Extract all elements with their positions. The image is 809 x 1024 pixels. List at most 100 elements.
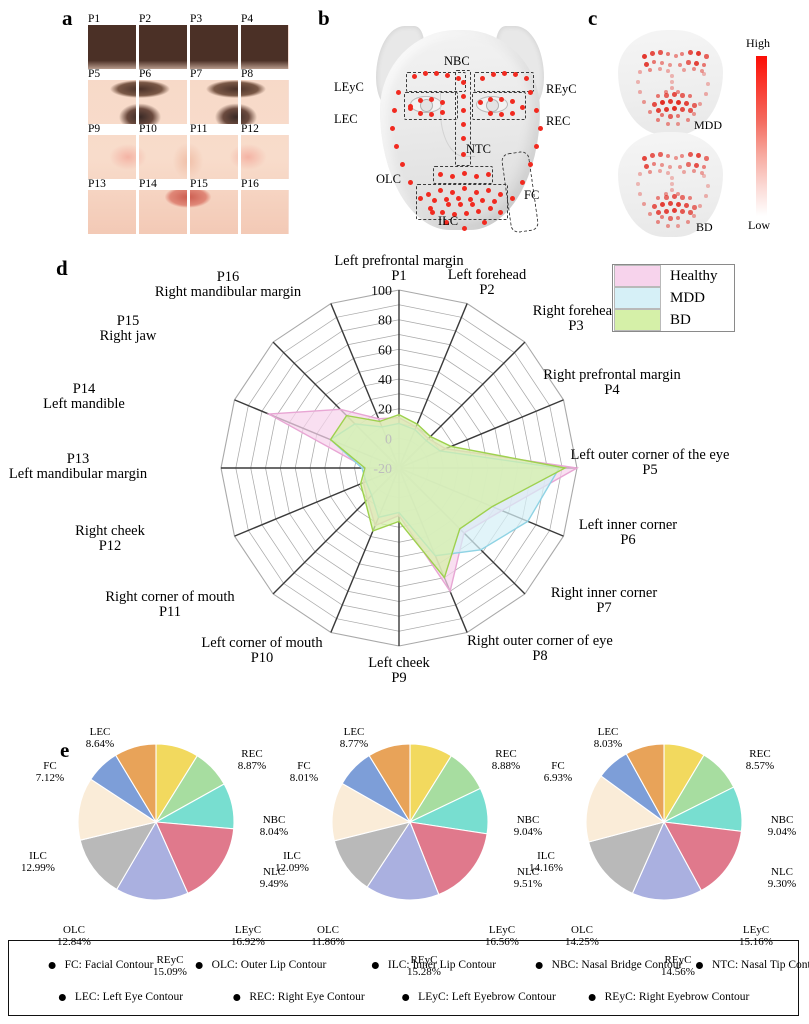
patch-label-P14: P14 [139, 178, 157, 190]
heat-dot [692, 67, 697, 72]
pie-label-value-NLC: 9.51% [513, 878, 543, 891]
pie-label-OLC: OLC 11.86% [292, 924, 364, 948]
radar-rtick-80: 80 [378, 314, 392, 329]
legend-swatch-healthy [614, 265, 661, 287]
region-label-ILC: ILC [438, 214, 459, 228]
landmark-dot [400, 162, 405, 167]
radar-axis-label-P3: Right forehead P3 [476, 304, 676, 334]
box-ntc [433, 166, 493, 184]
heat-dot [666, 171, 670, 175]
face-patch-P6 [139, 80, 187, 124]
heat-dot [666, 69, 670, 73]
radar-rtick-100: 100 [371, 284, 392, 299]
patch-image [241, 25, 288, 69]
face-patch-P3 [190, 25, 238, 69]
radar-axis-name-P5: Left outer corner of the eye [570, 447, 730, 463]
heat-dot [642, 202, 647, 207]
pie-label-value-ILC: 12.09% [275, 862, 309, 875]
landmark-dot [480, 198, 485, 203]
radar-axis-label-P11: Right corner of mouth P11 [60, 590, 280, 620]
radar-axis-code-P5: P5 [642, 461, 658, 478]
pie-label-value-NBC: 8.04% [259, 826, 289, 839]
radar-axis-code-P4: P4 [604, 381, 620, 398]
landmark-dot [488, 97, 493, 102]
pie-label-name-NBC: NBC [516, 814, 540, 826]
patch-image [241, 80, 288, 124]
landmark-dot [462, 186, 467, 191]
radar-series-bd [329, 413, 568, 580]
heat-dot [668, 114, 673, 119]
heat-dot [656, 210, 661, 215]
heat-dot [650, 51, 655, 56]
landmark-dot [396, 90, 401, 95]
radar-axis-code-P1: P1 [391, 267, 407, 284]
heat-dot [670, 188, 674, 192]
radar-axis-label-P13: P13 Left mandibular margin [0, 452, 173, 482]
radar-axis-name-P6: Left inner corner [578, 517, 678, 533]
patch-image [190, 80, 238, 124]
bullet-icon [588, 993, 596, 1001]
heat-dot [676, 114, 681, 119]
landmark-dot [445, 73, 450, 78]
radar-axis-code-P16: P16 [216, 269, 240, 285]
landmark-dot [488, 206, 493, 211]
heat-dot [668, 63, 673, 68]
pie-label-value-FC: 8.01% [289, 772, 319, 785]
pie-label-value-REC: 8.87% [237, 760, 267, 773]
face-patch-P5 [88, 80, 136, 124]
face-patch-P16 [241, 190, 289, 234]
pie-slice-LEyC [155, 821, 235, 894]
landmark-dot [486, 188, 491, 193]
heat-dot [702, 165, 707, 170]
landmark-dot [428, 206, 433, 211]
pie-label-value-REyC: 14.56% [661, 966, 695, 979]
landmark-dot [486, 172, 491, 177]
heat-dot [692, 103, 697, 108]
heat-dot [672, 106, 677, 111]
heat-dot [686, 60, 691, 65]
heat-dot [692, 214, 697, 219]
panel-b-landmark-regions: NBC LEyC REyC LEC REC NTC OLC FC ILC [328, 14, 590, 238]
pie-label-value-REyC: 15.28% [407, 966, 441, 979]
pie-label-name-NLC: NLC [771, 866, 793, 878]
pie-label-LEyC: LEyC 16.92% [212, 924, 284, 948]
legend-label-healthy: Healthy [670, 267, 718, 284]
heat-dot [704, 54, 709, 59]
bullet-icon [535, 961, 543, 969]
landmark-dot [444, 220, 449, 225]
heat-dot [686, 220, 691, 225]
heat-dot [664, 93, 669, 98]
pie-slice-REyC [115, 820, 189, 901]
pie-label-ILC: ILC 12.99% [2, 850, 74, 874]
face-patch-P10 [139, 135, 187, 179]
patch-label-P1: P1 [88, 13, 101, 25]
pie-slice-REyC [631, 820, 703, 901]
pie-label-NLC: NLC 9.51% [492, 866, 564, 890]
region-label-NTC: NTC [466, 142, 491, 156]
radar-axis-label-P4: Right prefrontal margin P4 [502, 368, 722, 398]
pie-label-value-NLC: 9.30% [767, 878, 797, 891]
heat-dot [648, 110, 653, 115]
heat-dot [672, 194, 677, 199]
footer-item: LEyC: Left Eyebrow Contour [402, 991, 556, 1003]
heat-dot [644, 164, 649, 169]
pie-label-LEC: LEC 8.64% [64, 726, 136, 750]
landmark-dot [482, 220, 487, 225]
heat-dot [696, 51, 701, 56]
heat-dot [660, 100, 665, 105]
radar-axis-label-P8: Right outer corner of eye P8 [425, 634, 655, 664]
pie-label-value-LEyC: 16.92% [231, 936, 265, 949]
patch-label-P15: P15 [190, 178, 208, 190]
box-rec [472, 92, 526, 120]
pie-label-name-FC: FC [43, 760, 57, 772]
panel-letter-d: d [56, 256, 68, 280]
landmark-dot [480, 76, 485, 81]
landmark-dot [534, 144, 539, 149]
heat-dot [652, 204, 657, 209]
pie-label-name-OLC: OLC [571, 924, 593, 936]
radar-axis-name-P15: Right jaw [99, 327, 157, 344]
pie-label-value-NLC: 9.49% [259, 878, 289, 891]
radar-axis-label-P15: P15 Right jaw [43, 314, 213, 344]
landmark-dot [423, 71, 428, 76]
radar-axis-code-P2: P2 [479, 281, 495, 298]
